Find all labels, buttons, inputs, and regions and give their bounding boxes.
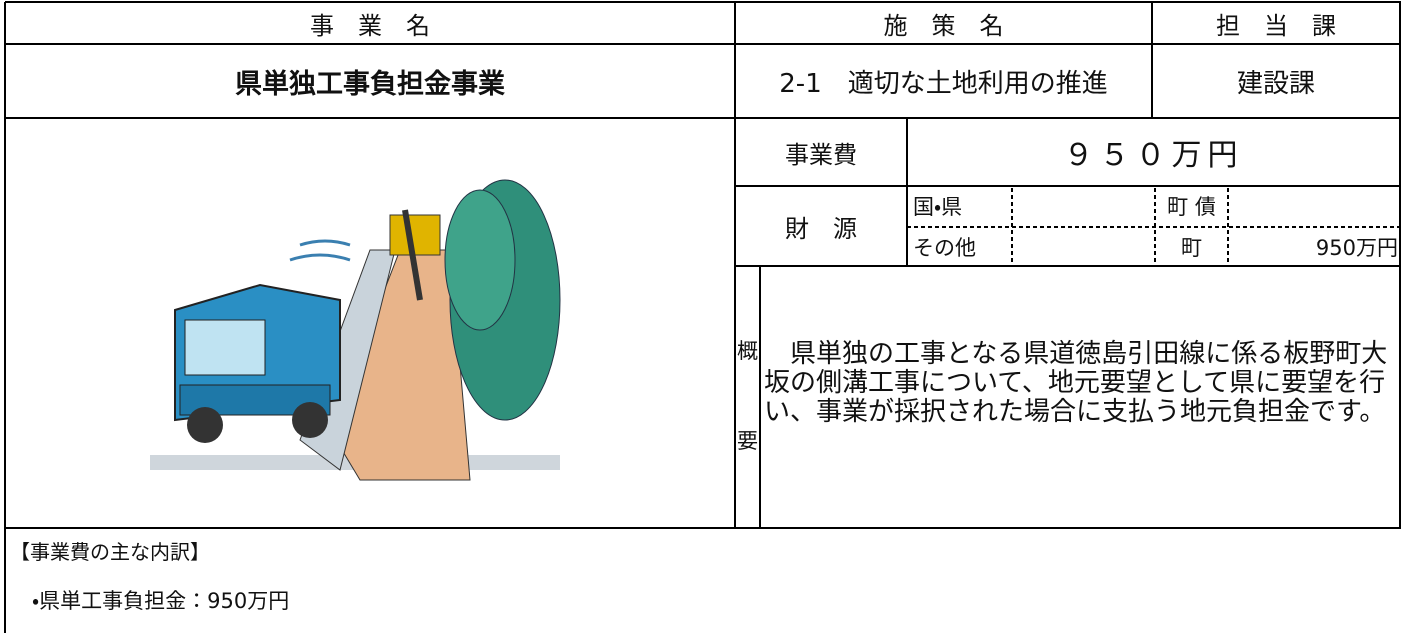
policy: 2-1 適切な土地利用の推進 bbox=[779, 68, 1108, 99]
header-business: 事 業 名 bbox=[310, 11, 430, 40]
business-name: 県単独工事負担金事業 bbox=[235, 68, 505, 100]
header-policy: 施 策 名 bbox=[883, 11, 1004, 40]
funding-other: その他 bbox=[913, 235, 976, 260]
illustration bbox=[150, 179, 561, 481]
funding-town: 町 bbox=[1181, 235, 1202, 260]
department: 建設課 bbox=[1236, 68, 1315, 99]
cost-label: 事業費 bbox=[785, 140, 857, 169]
funding-town-amount: 950万円 bbox=[1315, 235, 1398, 260]
breakdown-item: ・県単工事負担金：950万円 bbox=[32, 589, 290, 613]
breakdown-title: 【事業費の主な内訳】 bbox=[10, 539, 210, 564]
funding-label: 財 源 bbox=[785, 214, 857, 243]
summary-label: 概 bbox=[737, 339, 758, 363]
funding-national: 国・県 bbox=[913, 195, 963, 219]
summary-label: 要 bbox=[737, 429, 758, 453]
funding-bond: 町 債 bbox=[1167, 195, 1216, 219]
summary-text: 県単独の工事となる県道徳島引田線に係る板野町大坂の側溝工事について、地元要望とし… bbox=[764, 339, 1388, 427]
header-department: 担 当 課 bbox=[1216, 11, 1336, 40]
cost-value: ９５０万円 bbox=[1063, 138, 1244, 173]
